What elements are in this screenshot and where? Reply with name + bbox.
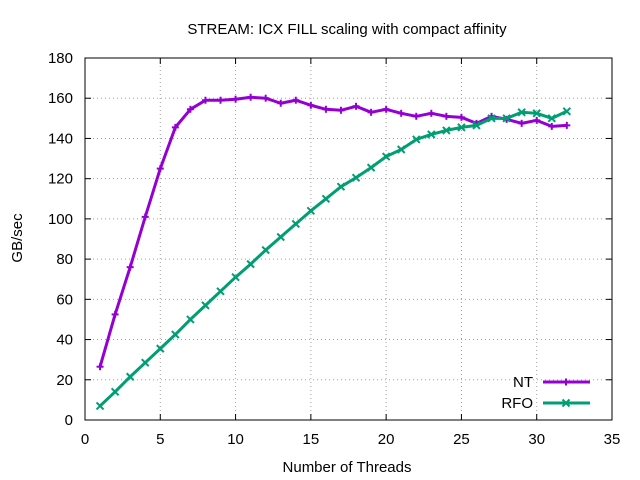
data-point-rfo	[366, 163, 376, 172]
data-point-rfo	[125, 372, 135, 381]
x-tick-label: 15	[303, 431, 320, 448]
y-tick-label: 160	[48, 90, 73, 107]
x-tick-label: 35	[604, 431, 621, 448]
data-point-rfo	[186, 315, 195, 324]
data-point-rfo	[472, 121, 481, 130]
data-point-nt	[518, 119, 526, 127]
data-point-rfo	[291, 219, 301, 229]
data-point-nt	[322, 105, 330, 113]
data-point-nt	[201, 96, 209, 104]
data-point-nt	[186, 105, 194, 113]
plot-frame	[84, 57, 613, 421]
data-point-nt	[307, 101, 315, 109]
legend-label-nt: NT	[513, 374, 533, 391]
y-tick-label: 60	[56, 291, 73, 308]
legend-label-rfo: RFO	[501, 395, 533, 412]
data-point-rfo	[306, 206, 316, 216]
y-tick-label: 20	[56, 372, 73, 389]
data-point-nt	[126, 263, 134, 271]
data-point-rfo	[532, 109, 541, 118]
data-point-rfo	[246, 259, 255, 269]
data-point-nt	[171, 123, 179, 131]
x-tick-label: 5	[156, 431, 164, 448]
chart-title: STREAM: ICX FILL scaling with compact af…	[187, 21, 507, 38]
series	[95, 93, 572, 411]
data-point-nt	[563, 121, 571, 129]
data-point-nt	[277, 99, 285, 107]
data-point-nt	[247, 93, 255, 101]
data-point-nt	[292, 96, 300, 104]
data-point-nt	[232, 95, 240, 103]
axis-ticks: 0 5 10 15 20 25 30 35 0 20 40 60 80 100 120 140 160 180	[48, 50, 620, 448]
data-point-rfo	[216, 287, 225, 296]
data-point-rfo	[442, 126, 451, 135]
data-point-nt	[457, 113, 465, 121]
data-point-rfo	[110, 387, 120, 397]
data-point-nt	[367, 108, 375, 116]
y-tick-label: 80	[56, 251, 73, 268]
data-point-nt	[533, 116, 541, 124]
data-point-rfo	[231, 273, 240, 282]
data-point-rfo	[562, 107, 572, 116]
data-point-rfo	[156, 344, 165, 353]
series-line-rfo	[99, 109, 568, 408]
data-point-nt	[111, 310, 119, 318]
data-point-nt	[427, 109, 435, 117]
y-tick-label: 180	[48, 50, 73, 67]
data-point-nt	[337, 106, 345, 114]
data-point-nt	[397, 109, 405, 117]
data-point-rfo	[412, 135, 421, 144]
x-tick-label: 25	[453, 431, 470, 448]
data-point-rfo	[171, 330, 180, 339]
data-point-rfo	[396, 145, 406, 154]
data-point-nt	[141, 213, 149, 221]
data-point-nt	[217, 96, 225, 104]
x-tick-label: 30	[528, 431, 545, 448]
y-tick-label: 140	[48, 130, 73, 147]
legend-marker-rfo	[561, 398, 571, 408]
data-point-rfo	[201, 301, 210, 310]
data-point-rfo	[351, 173, 361, 182]
x-tick-label: 0	[81, 431, 89, 448]
data-point-nt	[262, 94, 270, 102]
data-point-rfo	[141, 358, 150, 367]
x-axis-label: Number of Threads	[283, 459, 412, 476]
legend: NT RFO	[501, 374, 590, 412]
data-point-rfo	[321, 194, 331, 203]
data-point-nt	[96, 363, 104, 371]
data-point-rfo	[547, 114, 556, 123]
data-point-nt	[548, 122, 556, 130]
data-point-rfo	[487, 114, 496, 123]
data-point-rfo	[517, 108, 526, 117]
x-tick-label: 20	[378, 431, 395, 448]
data-point-nt	[156, 165, 164, 173]
data-point-rfo	[502, 114, 511, 123]
y-axis-label: GB/sec	[9, 213, 26, 263]
data-point-rfo	[336, 182, 346, 191]
data-point-rfo	[457, 123, 466, 132]
data-point-nt	[382, 105, 390, 113]
series-line-nt	[98, 95, 567, 368]
data-point-rfo	[261, 245, 270, 255]
y-tick-label: 0	[65, 412, 73, 429]
data-point-rfo	[276, 232, 285, 242]
data-point-rfo	[381, 152, 391, 161]
y-tick-label: 40	[56, 332, 73, 349]
y-tick-label: 100	[48, 211, 73, 228]
legend-marker-nt	[562, 378, 570, 386]
data-point-rfo	[95, 401, 105, 411]
data-point-nt	[412, 112, 420, 120]
y-tick-label: 120	[48, 171, 73, 188]
data-point-nt	[352, 102, 360, 110]
x-tick-label: 10	[227, 431, 244, 448]
data-point-nt	[442, 112, 450, 120]
data-point-rfo	[427, 130, 436, 139]
